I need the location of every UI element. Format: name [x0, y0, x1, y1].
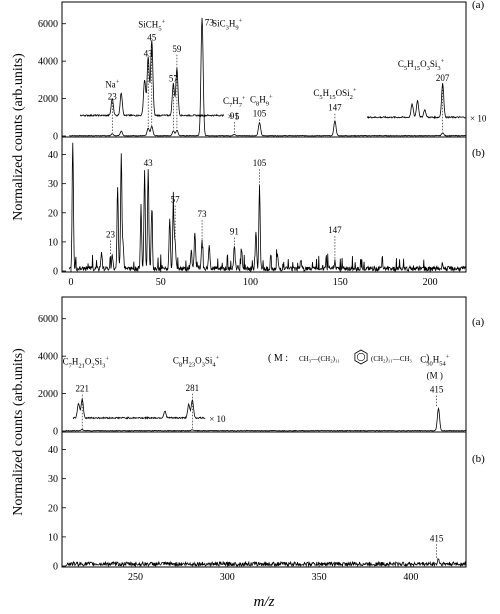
peak-annotation: 23 [108, 92, 118, 102]
panel-tag: (a) [472, 316, 485, 328]
peak-annotation: C5H15O3Si3+ [398, 58, 445, 72]
spectrum-line [65, 557, 467, 568]
y-tick-label: 0 [53, 267, 58, 278]
plot-frame [61, 136, 467, 273]
magnification-factor: × 10 [470, 113, 487, 123]
panel-2: 0 10 20 30 40 0 50 100 150 200 23 43 57 73 91 105 147 (b) [48, 136, 485, 288]
molecule-structure: ( M : CH₃—(CH₂)₁₁ (CH₂)₁₁—CH₃) [268, 349, 429, 365]
peak-annotation: C7H7+ [223, 95, 246, 109]
peak-annotation: 43 [144, 158, 154, 168]
peak-annotation: 57 [171, 195, 181, 205]
x-tick-label: 50 [156, 277, 166, 288]
peak-annotation: 415 [430, 385, 444, 395]
x-axis-label: m/z [254, 594, 275, 610]
peak-annotation: 281 [186, 383, 200, 393]
y-tick-label: 6000 [38, 19, 58, 30]
y-tick-label: 40 [48, 445, 58, 456]
y-tick-label: 20 [48, 208, 58, 219]
peak-annotation: 73 [198, 209, 208, 219]
y-tick-label: 10 [48, 532, 58, 543]
peak-annotation: 105 [253, 158, 267, 168]
y-tick-label: 4000 [38, 57, 58, 68]
magnification-factor: × 5 [228, 111, 240, 121]
x-tick-label: 400 [403, 572, 418, 583]
benzene-ring-circle [356, 352, 366, 362]
structure-suffix: ) [426, 353, 429, 364]
y-axis-label: Normalized counts (arb.units) [11, 348, 26, 516]
y-tick-label: 2000 [38, 94, 58, 105]
x-tick-label: 100 [243, 277, 258, 288]
peak-annotation: 221 [75, 384, 89, 394]
structure-right-chain: (CH₂)₁₁—CH₃ [371, 355, 412, 363]
panel-3: 0 2000 4000 6000 × 10 C7H21O2Si3+ 221 C8H23O3Si… [38, 296, 485, 438]
benzene-ring [354, 349, 368, 365]
peak-annotation: 59 [172, 44, 182, 54]
peak-annotation: C8H9+ [250, 93, 273, 107]
y-axis-label: Normalized counts (arb.units) [11, 53, 26, 221]
peak-annotation: 147 [328, 225, 342, 235]
peak-annotation: 73 [205, 18, 215, 28]
y-tick-label: 0 [53, 562, 58, 573]
plot-frame [61, 431, 467, 568]
peak-annotation: C5H15OSi2+ [313, 87, 357, 101]
peak-annotation: 43 [144, 48, 154, 58]
x-tick-label: 150 [333, 277, 348, 288]
peak-annotation: 91 [230, 111, 239, 121]
peak-annotation: 105 [253, 108, 267, 118]
peak-annotation: 207 [436, 73, 450, 83]
y-tick-label: 6000 [38, 314, 58, 325]
panel-tag: (a) [472, 0, 485, 11]
y-tick-label: 30 [48, 179, 58, 190]
peak-annotation: 147 [328, 103, 342, 113]
peak-annotation: C30H54+ [420, 354, 450, 368]
y-tick-label: 40 [48, 150, 58, 161]
peak-annotation: 23 [106, 230, 116, 240]
peak-annotation: SiCH5+ [138, 18, 165, 32]
x-tick-label: 0 [68, 277, 73, 288]
peak-annotation: 57 [169, 74, 179, 84]
x-tick-label: 250 [128, 572, 143, 583]
plot-frame [61, 296, 467, 433]
y-tick-label: 0 [53, 427, 58, 438]
peak-annotation: 91 [230, 227, 239, 237]
y-tick-label: 20 [48, 503, 58, 514]
spectrum-line [69, 17, 467, 137]
magnification-factor: × 10 [209, 414, 226, 424]
peak-annotation: SiC3H9+ [212, 18, 243, 32]
y-tick-label: 10 [48, 237, 58, 248]
y-tick-label: 0 [53, 132, 58, 143]
spectrum-line [68, 142, 467, 273]
magnified-trace [366, 83, 467, 120]
peak-annotation: C8H23O3Si4+ [173, 355, 220, 369]
peak-annotation: 415 [430, 533, 444, 543]
x-tick-label: 300 [220, 572, 235, 583]
peak-annotation: 45 [147, 33, 157, 43]
panel-1: 0 2000 4000 6000 × 5 × 10 Na+ 23 43 SiCH5+45 57 59 7… [11, 0, 487, 221]
panel-tag: (b) [472, 147, 485, 159]
y-tick-label: 30 [48, 474, 58, 485]
spectrum-line [65, 406, 467, 432]
peak-annotation: C7H21O2Si3+ [63, 356, 110, 370]
structure-prefix: ( M : [268, 353, 288, 364]
y-tick-label: 2000 [38, 389, 58, 400]
peak-annotation: Na+ [105, 78, 120, 89]
peak-annotation: (M ) [427, 371, 443, 381]
x-tick-label: 200 [423, 277, 438, 288]
panel-4: 0 10 20 30 40 250 300 350 400 415 (b) m/z [48, 431, 485, 610]
magnified-trace [79, 40, 224, 118]
magnified-trace [72, 398, 206, 420]
x-tick-label: 350 [312, 572, 327, 583]
structure-left-chain: CH₃—(CH₂)₁₁ [299, 355, 340, 363]
y-tick-label: 4000 [38, 352, 58, 363]
panel-tag: (b) [472, 453, 485, 465]
